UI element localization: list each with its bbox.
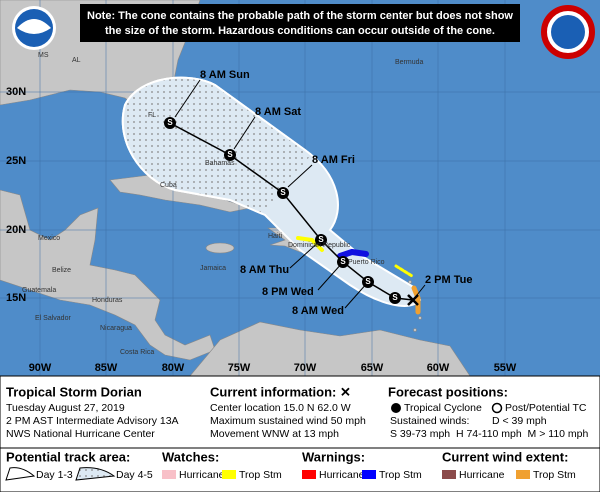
forecast-label: 8 AM Wed bbox=[292, 305, 344, 317]
place: Dominican Republic bbox=[288, 242, 351, 249]
extent-hurricane: Hurricane bbox=[459, 469, 505, 481]
forecast-tc: Tropical Cyclone bbox=[404, 402, 482, 414]
forecast-label: 8 AM Sun bbox=[200, 69, 250, 81]
day13: Day 1-3 bbox=[36, 469, 73, 481]
marker-letter: S bbox=[227, 150, 233, 159]
marker-letter: S bbox=[365, 277, 371, 286]
extent-trop: Trop Stm bbox=[533, 469, 576, 481]
warn-trop-swatch bbox=[362, 470, 376, 479]
banner bbox=[80, 4, 520, 42]
place: Costa Rica bbox=[120, 349, 154, 356]
place: El Salvador bbox=[35, 315, 71, 322]
place: Guatemala bbox=[22, 287, 56, 294]
nws-logo bbox=[541, 5, 595, 59]
lon-label: 60W bbox=[427, 362, 450, 374]
lon-label: 75W bbox=[228, 362, 251, 374]
forecast-title: Forecast positions: bbox=[388, 384, 508, 399]
place: Mexico bbox=[38, 235, 60, 242]
advisory: 2 PM AST Intermediate Advisory 13A bbox=[6, 415, 179, 427]
markers: S S S S S S S bbox=[164, 117, 419, 306]
watch-hurricane: Hurricane bbox=[179, 469, 225, 481]
banner-text: the size of the storm. Hazardous conditi… bbox=[105, 25, 495, 37]
place: MS bbox=[38, 52, 49, 59]
tc-icon bbox=[391, 403, 401, 413]
storm-date: Tuesday August 27, 2019 bbox=[6, 402, 125, 414]
marker-letter: S bbox=[280, 188, 286, 197]
watch-hurricane-swatch bbox=[162, 470, 176, 479]
track-title: Potential track area: bbox=[6, 449, 130, 464]
place: Jamaica bbox=[200, 265, 226, 272]
warnings-title: Warnings: bbox=[302, 449, 365, 464]
marker-letter: S bbox=[167, 118, 173, 127]
forecast-post: Post/Potential TC bbox=[505, 402, 587, 414]
post-icon bbox=[491, 402, 503, 414]
watches-title: Watches: bbox=[162, 449, 219, 464]
forecast-scale: S 39-73 mph H 74-110 mph M > 110 mph bbox=[390, 428, 589, 440]
grid-labels: 30N 25N 20N 15N 90W 85W 80W 75W 70W 65W … bbox=[6, 86, 517, 374]
place-labels: MS AL Bermuda FL Bahamas Cuba Mexico Bel… bbox=[22, 52, 424, 356]
place: Bermuda bbox=[395, 59, 424, 66]
lat-label: 30N bbox=[6, 86, 26, 98]
storm-name: Tropical Storm Dorian bbox=[6, 384, 142, 399]
marker-letter: S bbox=[392, 293, 398, 302]
lon-label: 70W bbox=[294, 362, 317, 374]
forecast-label: 8 AM Sat bbox=[255, 106, 301, 118]
lon-label: 55W bbox=[494, 362, 517, 374]
forecast-labels: 8 AM Sun 8 AM Sat 8 AM Fri 8 AM Thu 8 PM… bbox=[200, 69, 472, 317]
lat-label: 20N bbox=[6, 224, 26, 236]
center: NWS National Hurricane Center bbox=[6, 428, 155, 440]
place: Haiti bbox=[268, 233, 282, 240]
lon-label: 90W bbox=[29, 362, 52, 374]
forecast-label: 8 AM Fri bbox=[312, 154, 355, 166]
map: S S S S S S S MS AL Bermuda FL Bahamas C… bbox=[0, 0, 600, 376]
forecast-label: 2 PM Tue bbox=[425, 274, 472, 286]
extent-trop-swatch bbox=[516, 470, 530, 479]
place: FL bbox=[148, 112, 156, 119]
warn-hurricane-swatch bbox=[302, 470, 316, 479]
place: Puerto Rico bbox=[348, 259, 385, 266]
place: Belize bbox=[52, 267, 71, 274]
day45-icon bbox=[75, 467, 116, 481]
place: Nicaragua bbox=[100, 325, 132, 332]
place: AL bbox=[72, 57, 81, 64]
current-line: Maximum sustained wind 50 mph bbox=[210, 415, 366, 427]
forecast-winds: Sustained winds: bbox=[390, 415, 469, 427]
place: Cuba bbox=[160, 182, 177, 189]
warn-trop: Trop Stm bbox=[379, 469, 422, 481]
marker-letter: S bbox=[340, 257, 346, 266]
extent-title: Current wind extent: bbox=[442, 449, 568, 464]
lon-label: 85W bbox=[95, 362, 118, 374]
lon-label: 65W bbox=[361, 362, 384, 374]
place: Bahamas bbox=[205, 160, 235, 167]
watch-trop: Trop Stm bbox=[239, 469, 282, 481]
lat-label: 15N bbox=[6, 292, 26, 304]
current-position bbox=[407, 294, 419, 306]
lat-label: 25N bbox=[6, 155, 26, 167]
extent-hurricane-swatch bbox=[442, 470, 456, 479]
day13-icon bbox=[5, 467, 36, 481]
current-line: Movement WNW at 13 mph bbox=[210, 428, 339, 440]
day45: Day 4-5 bbox=[116, 469, 153, 481]
banner-text: Note: The cone contains the probable pat… bbox=[87, 10, 513, 22]
forecast-label: 8 PM Wed bbox=[262, 286, 314, 298]
lon-label: 80W bbox=[162, 362, 185, 374]
forecast-label: 8 AM Thu bbox=[240, 264, 289, 276]
cone bbox=[121, 76, 422, 307]
current-title: Current information: ✕ bbox=[210, 384, 351, 399]
warn-hurricane: Hurricane bbox=[319, 469, 365, 481]
marker-letter: S bbox=[318, 235, 324, 244]
forecast-d: D < 39 mph bbox=[492, 415, 547, 427]
place: Honduras bbox=[92, 297, 123, 304]
noaa-logo bbox=[12, 6, 56, 50]
watch-trop-swatch bbox=[222, 470, 236, 479]
warnings bbox=[296, 236, 421, 315]
current-line: Center location 15.0 N 62.0 W bbox=[210, 402, 351, 414]
